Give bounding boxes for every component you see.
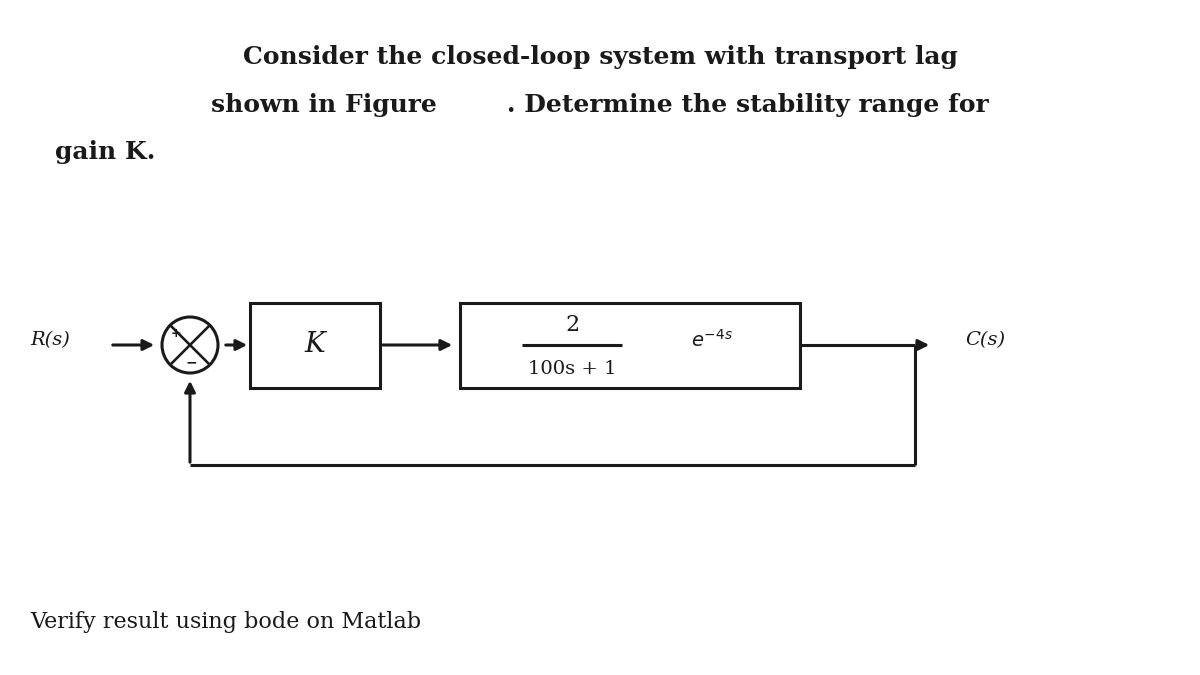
Text: shown in Figure        . Determine the stability range for: shown in Figure . Determine the stabilit… xyxy=(211,93,989,117)
Text: 2: 2 xyxy=(565,314,580,336)
Text: gain K.: gain K. xyxy=(55,140,155,164)
Text: −: − xyxy=(186,355,197,369)
Bar xyxy=(460,302,800,387)
Text: Verify result using bode on Matlab: Verify result using bode on Matlab xyxy=(30,611,421,633)
Text: R(s): R(s) xyxy=(30,331,70,349)
Text: Consider the closed-loop system with transport lag: Consider the closed-loop system with tra… xyxy=(242,45,958,69)
Text: C(s): C(s) xyxy=(965,331,1006,349)
Text: K: K xyxy=(305,331,325,358)
Bar xyxy=(250,302,380,387)
Text: +: + xyxy=(170,327,181,340)
Text: 100s + 1: 100s + 1 xyxy=(528,360,617,378)
Text: $e^{-4s}$: $e^{-4s}$ xyxy=(691,329,732,351)
